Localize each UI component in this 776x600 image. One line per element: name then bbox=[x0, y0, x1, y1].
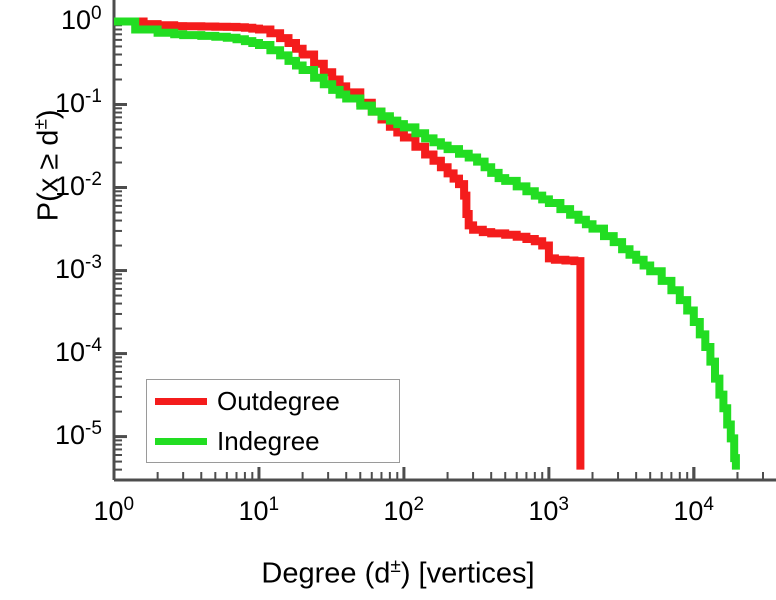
legend-label-outdegree: Outdegree bbox=[217, 386, 340, 416]
legend-label-indegree: Indegree bbox=[217, 426, 320, 456]
y-tick-label-1: 10-1 bbox=[55, 85, 102, 118]
y-axis-label-sup: ± bbox=[30, 119, 52, 130]
y-tick-label-5: 10-5 bbox=[55, 418, 102, 451]
series-line-indegree bbox=[114, 17, 740, 470]
x-axis-label-sup: ± bbox=[390, 556, 401, 577]
legend-entry-indegree: Indegree bbox=[155, 422, 320, 460]
x-tick-label-4: 104 bbox=[673, 494, 714, 526]
x-axis-label: Degree (d±) [vertices] bbox=[118, 556, 678, 591]
x-tick-label-3: 103 bbox=[528, 494, 569, 526]
y-tick-label-2: 10-2 bbox=[55, 169, 102, 201]
legend-entry-outdegree: Outdegree bbox=[155, 382, 340, 420]
x-tick-label-1: 101 bbox=[238, 494, 280, 526]
legend-swatch-outdegree bbox=[155, 397, 207, 405]
x-tick-label-0: 100 bbox=[93, 494, 135, 526]
chart-legend: Outdegree Indegree bbox=[146, 379, 400, 463]
y-tick-label-4: 10-4 bbox=[55, 335, 102, 368]
y-tick-label-3: 10-3 bbox=[55, 252, 102, 285]
x-axis-label-tail: ) [vertices] bbox=[400, 557, 535, 590]
x-tick-label-2: 102 bbox=[383, 494, 425, 526]
x-axis-label-main: Degree (d bbox=[261, 557, 391, 590]
y-tick-label-0: 100 bbox=[61, 2, 102, 35]
legend-swatch-indegree bbox=[155, 437, 207, 445]
